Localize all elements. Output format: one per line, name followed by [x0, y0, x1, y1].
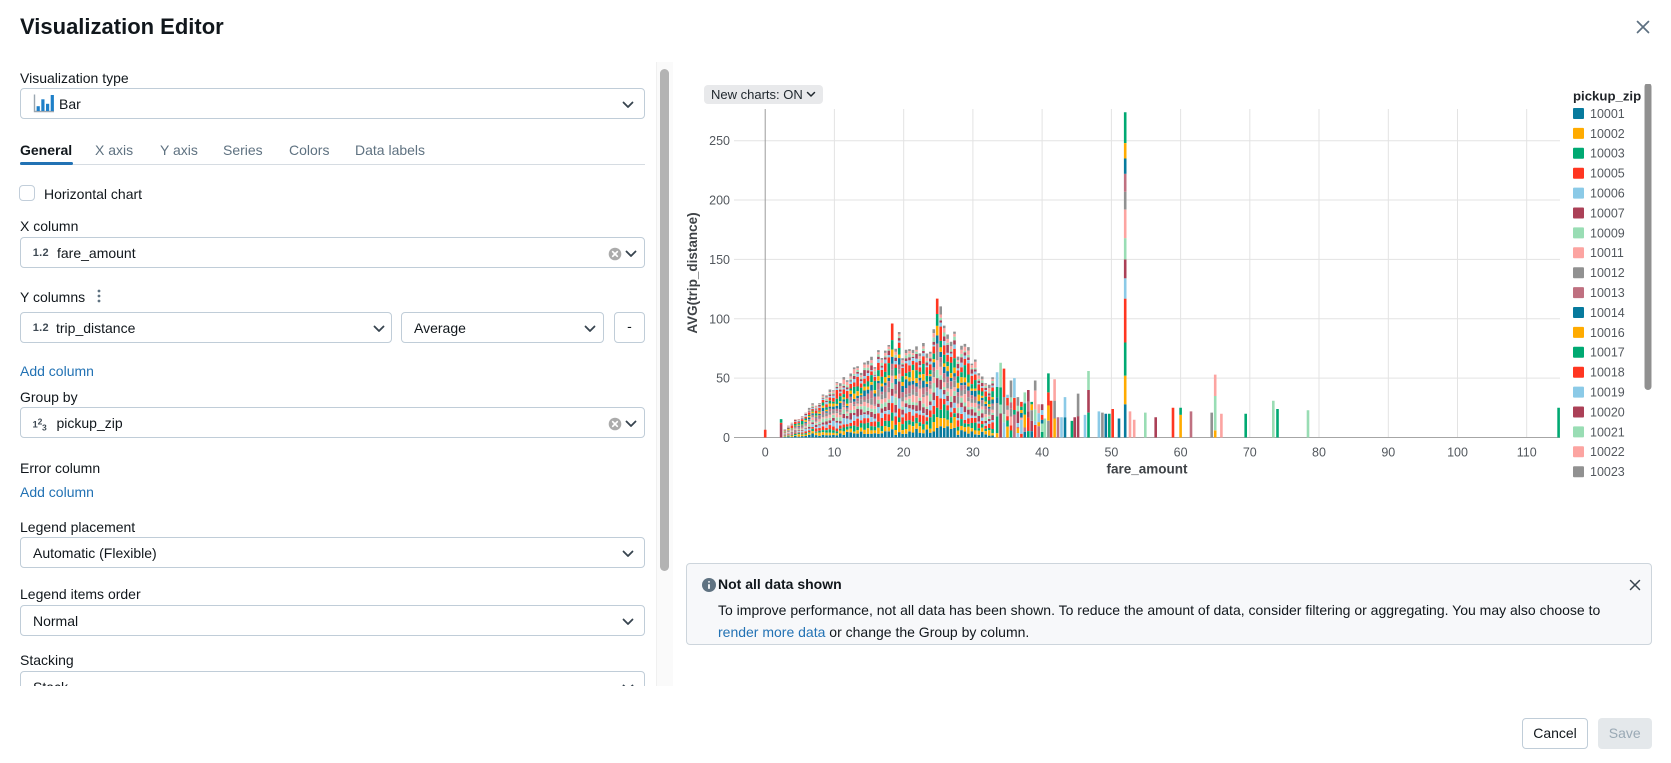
svg-text:10009: 10009: [1590, 226, 1625, 240]
svg-text:10017: 10017: [1590, 346, 1625, 360]
svg-text:fare_amount: fare_amount: [1106, 462, 1188, 477]
svg-text:10002: 10002: [1590, 127, 1625, 141]
svg-text:10023: 10023: [1590, 465, 1625, 479]
svg-text:10012: 10012: [1590, 266, 1625, 280]
svg-text:20: 20: [897, 446, 911, 460]
svg-text:10005: 10005: [1590, 167, 1625, 181]
svg-text:10021: 10021: [1590, 425, 1625, 439]
svg-text:10018: 10018: [1590, 366, 1625, 380]
svg-text:150: 150: [709, 253, 730, 267]
svg-text:70: 70: [1243, 446, 1257, 460]
svg-text:AVG(trip_distance): AVG(trip_distance): [686, 212, 700, 333]
svg-text:40: 40: [1035, 446, 1049, 460]
svg-text:10020: 10020: [1590, 405, 1625, 419]
svg-text:60: 60: [1174, 446, 1188, 460]
svg-text:2: 2: [37, 417, 42, 427]
svg-text:0: 0: [762, 446, 769, 460]
svg-text:30: 30: [966, 446, 980, 460]
svg-text:10001: 10001: [1590, 107, 1625, 121]
svg-text:1: 1: [32, 420, 38, 431]
svg-text:3: 3: [42, 423, 47, 433]
svg-text:10: 10: [827, 446, 841, 460]
svg-text:90: 90: [1381, 446, 1395, 460]
svg-text:10014: 10014: [1590, 306, 1625, 320]
svg-text:0: 0: [723, 431, 730, 445]
svg-text:pickup_zip: pickup_zip: [1573, 89, 1641, 104]
svg-text:250: 250: [709, 134, 730, 148]
svg-text:80: 80: [1312, 446, 1326, 460]
svg-text:10013: 10013: [1590, 286, 1625, 300]
svg-text:10019: 10019: [1590, 386, 1625, 400]
svg-text:10006: 10006: [1590, 187, 1625, 201]
svg-text:200: 200: [709, 194, 730, 208]
svg-text:110: 110: [1517, 446, 1537, 460]
svg-text:50: 50: [716, 372, 730, 386]
svg-text:10022: 10022: [1590, 445, 1625, 459]
svg-text:10007: 10007: [1590, 206, 1625, 220]
svg-text:10016: 10016: [1590, 326, 1625, 340]
svg-text:50: 50: [1104, 446, 1118, 460]
svg-text:10003: 10003: [1590, 147, 1625, 161]
svg-text:10011: 10011: [1590, 246, 1624, 260]
svg-text:100: 100: [709, 312, 730, 326]
svg-text:100: 100: [1447, 446, 1468, 460]
